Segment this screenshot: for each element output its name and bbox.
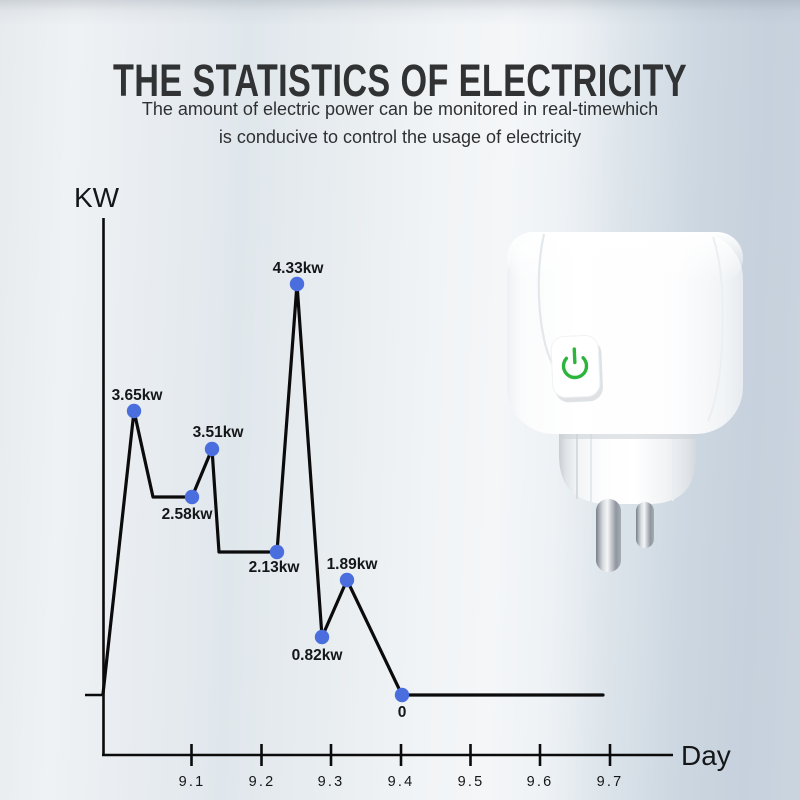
data-point-dot (314, 629, 330, 645)
tick-label: 9.1 (179, 774, 206, 790)
body-top-highlight (507, 232, 743, 284)
tick-label: 9.6 (527, 774, 554, 790)
smart-plug-product-image (507, 232, 743, 572)
data-point-labels: 3.65kw 2.58kw 3.51kw 2.13kw 4.33kw 0.82k… (112, 260, 407, 721)
data-point-label: 3.51kw (193, 424, 245, 441)
tick-label: 9.2 (249, 774, 276, 790)
data-point-dot (184, 489, 200, 505)
plug-power-button (550, 335, 603, 403)
data-point-label: 4.33kw (273, 260, 325, 277)
data-point-dot (126, 403, 142, 419)
page-subtitle: The amount of electric power can be moni… (0, 95, 800, 151)
button-face (550, 335, 601, 398)
data-point-label: 1.89kw (327, 556, 379, 573)
subtitle-line-2: is conducive to control the usage of ele… (218, 127, 582, 147)
tick-label: 9.3 (318, 774, 345, 790)
data-point-dot (394, 687, 410, 703)
data-point-label: 0.82kw (292, 647, 344, 664)
data-point-dot (289, 276, 305, 292)
tick-label: 9.4 (388, 774, 415, 790)
power-icon (561, 347, 589, 380)
chart-axes (85, 218, 673, 766)
body-seam-right (707, 236, 724, 422)
tick-label: 9.5 (458, 774, 485, 790)
data-point-label: 2.58kw (162, 506, 214, 523)
smart-plug (507, 232, 743, 572)
body-shadow (559, 431, 696, 439)
data-point-dot (339, 572, 355, 588)
plug-pin-right (636, 502, 654, 548)
data-point-dot (204, 441, 220, 457)
data-point-label: 3.65kw (112, 387, 164, 404)
page-title: THE STATISTICS OF ELECTRICITY (112, 55, 688, 107)
y-axis-title: KW (74, 182, 120, 213)
data-point-markers (126, 276, 410, 703)
power-usage-line (101, 282, 605, 697)
data-point-label: 0 (398, 704, 407, 721)
data-point-dot (269, 544, 285, 560)
tick-label: 9.7 (597, 774, 624, 790)
plug-pin-left (596, 499, 621, 572)
x-axis-title: Day (681, 740, 731, 771)
data-point-label: 2.13kw (249, 559, 301, 576)
subtitle-line-1: The amount of electric power can be moni… (141, 99, 659, 119)
x-axis-tick-labels: 9.1 9.2 9.3 9.4 9.5 9.6 9.7 (179, 774, 624, 790)
